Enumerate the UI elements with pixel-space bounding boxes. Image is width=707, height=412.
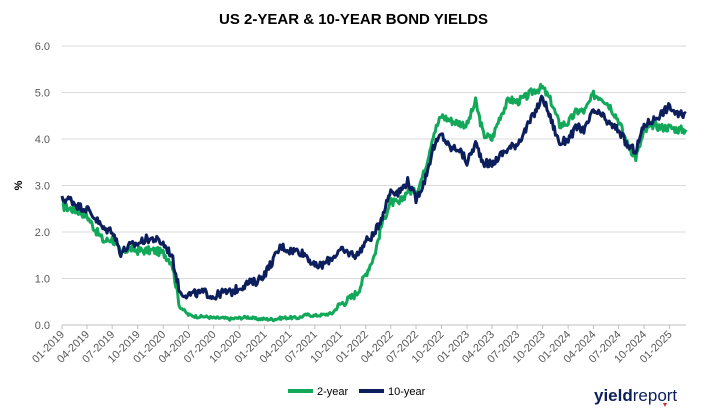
y-tick-label: 2.0: [35, 227, 50, 239]
y-tick-label: 0.0: [35, 320, 50, 332]
brand-report: report: [633, 386, 678, 405]
x-axis: 01-201904-201907-201910-201901-202004-20…: [30, 324, 686, 366]
series-points-10-year: [61, 97, 687, 298]
legend-label-2-year: 2-year: [317, 386, 349, 398]
brand-dot-icon: [663, 403, 667, 407]
brand-yield: yield: [594, 386, 633, 405]
legend: 2-year 10-year: [288, 386, 426, 398]
brand-logo: yieldreport: [594, 386, 677, 407]
series-points-2-year: [61, 87, 687, 320]
series-line-2-year: [61, 82, 688, 323]
y-tick-label: 4.0: [35, 134, 50, 146]
series-layer: [60, 82, 688, 323]
y-tick-label: 3.0: [35, 181, 50, 193]
y-axis-ticks: 0.0 1.0 2.0 3.0 4.0 5.0 6.0: [35, 41, 50, 332]
y-tick-label: 6.0: [35, 41, 50, 53]
legend-label-10-year: 10-year: [388, 386, 426, 398]
y-tick-label: 5.0: [35, 88, 50, 100]
chart-title: US 2-YEAR & 10-YEAR BOND YIELDS: [219, 11, 488, 28]
svg-text:yieldreport: yieldreport: [594, 386, 677, 405]
y-axis-label: %: [13, 180, 25, 190]
gridlines: [62, 45, 686, 326]
y-tick-label: 1.0: [35, 274, 50, 286]
series-line-10-year: [60, 94, 687, 301]
